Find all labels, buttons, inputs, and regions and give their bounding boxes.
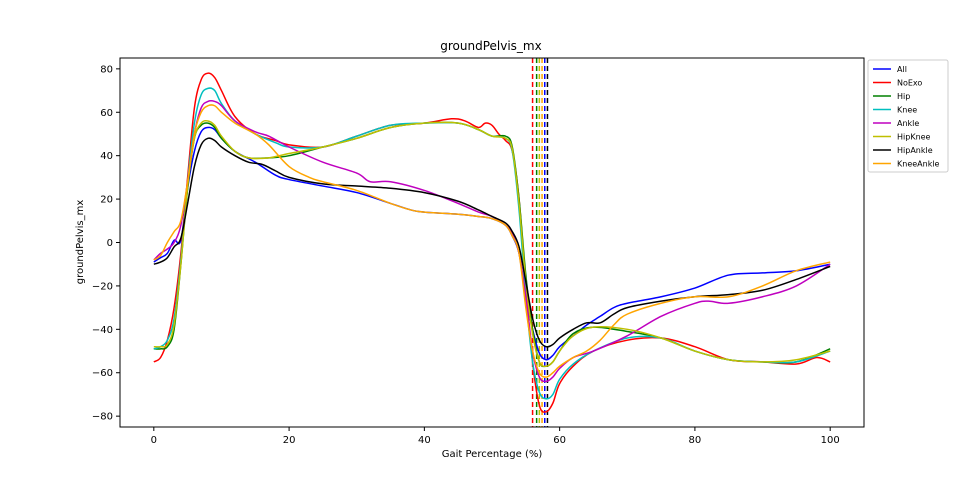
y-tick-label: −20 (92, 281, 113, 292)
y-tick-label: 60 (100, 108, 113, 119)
x-tick-label: 80 (689, 435, 702, 446)
legend-label: Knee (897, 106, 917, 115)
series-line-kneeankle (153, 104, 831, 378)
legend-label: NoExo (897, 79, 922, 88)
x-tick-label: 40 (418, 435, 431, 446)
x-tick-label: 0 (151, 435, 157, 446)
x-axis-label: Gait Percentage (%) (442, 449, 543, 460)
legend-label: All (897, 65, 907, 74)
x-tick-label: 60 (553, 435, 566, 446)
legend-label: HipAnkle (897, 146, 933, 155)
y-tick-label: 80 (100, 64, 113, 75)
y-axis-label: groundPelvis_mx (75, 200, 86, 285)
legend: AllNoExoHipKneeAnkleHipKneeHipAnkleKneeA… (867, 59, 949, 173)
legend-label: KneeAnkle (897, 160, 940, 169)
y-tick-label: −40 (92, 325, 113, 336)
series-line-hipankle (153, 137, 831, 348)
y-tick-label: 0 (107, 238, 113, 249)
x-tick-label: 100 (821, 435, 840, 446)
legend-box (867, 59, 949, 173)
series-line-noexo (153, 72, 831, 413)
legend-label: Hip (897, 92, 910, 101)
plot-area (153, 58, 831, 427)
y-tick-label: −80 (92, 412, 113, 423)
y-tick-label: 20 (100, 195, 113, 206)
series-line-hipknee (153, 119, 831, 368)
series-line-all (153, 126, 831, 361)
plot-frame (119, 57, 865, 428)
x-axis-ticks: 0 20 40 60 80 100 (151, 427, 840, 446)
legend-label: HipKnee (897, 133, 931, 142)
chart-title: groundPelvis_mx (440, 39, 541, 53)
x-tick-label: 20 (283, 435, 296, 446)
y-tick-label: −60 (92, 368, 113, 379)
y-tick-label: 40 (100, 151, 113, 162)
series-line-ankle (153, 99, 831, 383)
y-axis-ticks: −80 −60 −40 −20 0 20 40 60 80 (92, 64, 120, 423)
legend-label: Ankle (897, 119, 919, 128)
